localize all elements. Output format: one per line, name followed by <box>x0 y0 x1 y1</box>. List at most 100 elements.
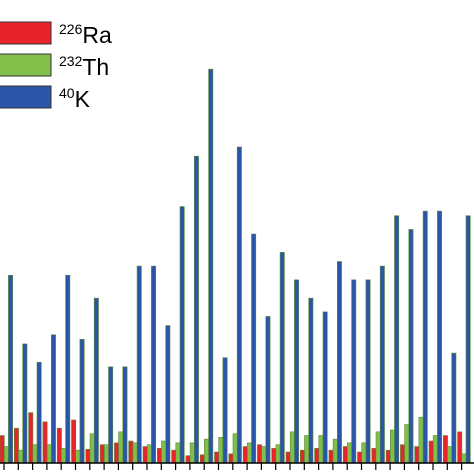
bar-ra-27 <box>371 448 377 464</box>
bar-ra-18 <box>242 446 248 464</box>
bar-k-16 <box>222 357 228 464</box>
legend: 226Ra 232Th 40K <box>0 21 112 112</box>
bar-k-18 <box>251 233 257 464</box>
bar-th-9 <box>118 431 124 464</box>
bar-th-33 <box>461 453 467 464</box>
bar-k-17 <box>236 146 242 464</box>
bar-k-31 <box>437 210 442 464</box>
bar-ra-19 <box>257 444 262 464</box>
bar-k-4 <box>50 334 56 464</box>
legend-label-element: Ra <box>82 22 112 48</box>
legend-label-element: K <box>75 86 91 112</box>
bar-th-3 <box>32 444 38 464</box>
bar-k-24 <box>336 261 342 464</box>
bar-k-8 <box>108 366 114 464</box>
bar-th-30 <box>418 416 424 464</box>
bar-k-30 <box>422 210 428 464</box>
legend-label-element: Th <box>82 54 109 80</box>
bar-ra-25 <box>342 446 348 464</box>
bar-th-14 <box>189 442 195 464</box>
bar-k-10 <box>136 265 142 464</box>
legend-label-superscript: 232 <box>59 53 83 69</box>
bar-k-12 <box>165 325 171 464</box>
legend-swatch-k <box>0 85 52 109</box>
bar-k-3 <box>36 361 42 464</box>
bar-th-16 <box>218 437 224 464</box>
bar-th-31 <box>432 435 438 464</box>
bar-th-7 <box>89 433 95 464</box>
bar-k-29 <box>408 229 414 464</box>
bar-ra-33 <box>457 431 463 464</box>
bar-th-5 <box>61 448 67 464</box>
legend-label-th: 232Th <box>59 53 109 80</box>
bar-ra-15 <box>199 454 205 464</box>
legend-swatch-ra <box>0 21 52 45</box>
bar-k-9 <box>122 366 128 464</box>
bar-th-1 <box>3 446 9 464</box>
bar-th-25 <box>347 442 352 464</box>
bar-th-24 <box>332 438 338 464</box>
bar-ra-17 <box>228 453 234 464</box>
bar-ra-23 <box>314 448 320 464</box>
bar-th-17 <box>232 433 238 464</box>
bar-ra-11 <box>142 446 148 464</box>
bar-th-15 <box>204 438 209 464</box>
bar-k-20 <box>279 252 285 464</box>
bar-ra-5 <box>56 427 62 464</box>
bar-ra-2 <box>14 427 19 464</box>
bar-ra-10 <box>128 440 134 464</box>
bar-k-1 <box>8 274 13 464</box>
bar-th-21 <box>289 431 295 464</box>
bar-th-32 <box>447 446 453 464</box>
bar-th-10 <box>132 442 138 464</box>
bar-k-32 <box>451 352 457 464</box>
bar-k-26 <box>365 279 371 464</box>
bar-th-19 <box>261 446 267 464</box>
bar-k-15 <box>208 68 214 464</box>
bar-k-23 <box>322 311 328 464</box>
legend-label-k: 40K <box>59 85 91 112</box>
bar-ra-22 <box>299 449 305 464</box>
bar-k-14 <box>194 155 199 464</box>
bar-th-18 <box>247 442 252 464</box>
bar-ra-7 <box>85 448 91 464</box>
bar-ra-29 <box>400 444 405 464</box>
bar-th-26 <box>361 442 367 464</box>
bar-th-27 <box>375 431 381 464</box>
bar-k-19 <box>265 316 271 464</box>
bar-k-33 <box>465 215 471 464</box>
chart-bars <box>0 68 471 464</box>
bar-k-6 <box>79 339 85 464</box>
legend-label-superscript: 226 <box>59 21 83 37</box>
bar-k-28 <box>394 215 400 464</box>
bar-ra-14 <box>185 455 191 464</box>
bar-ra-8 <box>99 444 105 464</box>
bar-th-4 <box>46 444 52 464</box>
legend-label-ra: 226Ra <box>59 21 112 48</box>
legend-label-superscript: 40 <box>59 85 75 101</box>
bar-k-27 <box>379 265 385 464</box>
bar-ra-13 <box>171 449 177 464</box>
bar-ra-31 <box>428 440 434 464</box>
bar-ra-6 <box>71 419 77 464</box>
bar-th-23 <box>318 435 324 464</box>
bar-th-22 <box>304 435 310 464</box>
bar-ra-3 <box>28 412 34 464</box>
bar-ra-26 <box>357 451 363 464</box>
bar-th-6 <box>75 449 81 464</box>
bar-ra-9 <box>114 442 120 464</box>
bar-th-13 <box>175 442 181 464</box>
bar-ra-16 <box>214 451 220 464</box>
bar-k-25 <box>351 279 357 464</box>
bar-th-29 <box>404 424 410 464</box>
bar-k-22 <box>308 297 314 464</box>
bar-th-2 <box>18 449 24 464</box>
bar-th-8 <box>104 444 109 464</box>
bar-k-7 <box>93 297 99 464</box>
bar-ra-4 <box>42 421 48 464</box>
bar-th-12 <box>161 440 167 464</box>
bar-ra-20 <box>271 448 277 464</box>
bar-k-5 <box>65 274 71 464</box>
bar-th-28 <box>389 429 395 464</box>
